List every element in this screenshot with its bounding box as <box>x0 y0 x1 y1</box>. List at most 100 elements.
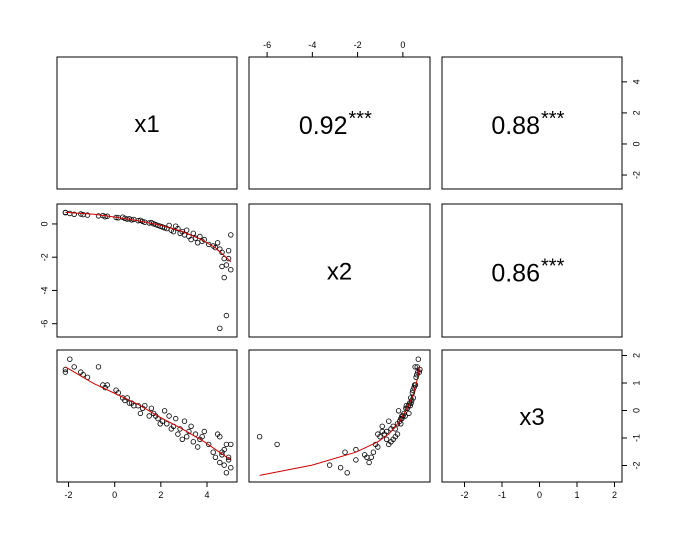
x3_vs_x1-point-53 <box>217 459 223 466</box>
x3_vs_x2-point-17 <box>406 400 413 406</box>
x2-left-axis-tick-label-2: -2 <box>39 253 49 261</box>
x2_vs_x1-point-45 <box>194 240 201 246</box>
x2_vs_x1-point-62 <box>223 312 230 319</box>
x3_vs_x1-point-62 <box>223 441 230 448</box>
x3_vs_x1-point-35 <box>172 415 179 422</box>
x2_vs_x1-point-52 <box>214 240 221 246</box>
x2_vs_x1-point-58 <box>228 232 234 238</box>
x3_vs_x2-point-57 <box>353 457 359 463</box>
x3-bottom-axis-tick-label-1: -1 <box>498 490 506 500</box>
significance-stars-1: *** <box>541 108 565 130</box>
x3_vs_x2-point-30 <box>395 408 402 414</box>
x3_vs_x1-point-48 <box>201 428 207 435</box>
x3_vs_x2-point-3 <box>414 364 420 370</box>
x3_vs_x2-point-61 <box>256 434 263 440</box>
correlation-value-2: 0.86 <box>491 260 540 288</box>
x3_vs_x2-point-64 <box>364 454 370 460</box>
x3_vs_x2-point-10 <box>411 382 418 388</box>
x3_vs_x1-point-2 <box>67 356 73 362</box>
correlation-value-0: 0.92 <box>299 112 348 140</box>
x3_vs_x1-point-43 <box>190 439 196 445</box>
panel-frame-r0-c2 <box>441 56 623 190</box>
x3_vs_x1-point-20 <box>137 410 144 417</box>
x1-right-axis-tick-label-2: 2 <box>631 110 641 115</box>
x3_vs_x1-point-49 <box>205 441 212 448</box>
x3_vs_x1-point-31 <box>164 421 170 427</box>
x2_vs_x1-point-54 <box>219 249 225 255</box>
x2_vs_x1-point-6 <box>84 212 91 218</box>
x3_vs_x1-point-36 <box>175 431 181 437</box>
x3-right-axis-tick-label-3: 1 <box>631 380 641 385</box>
x2_vs_x1-smooth-line <box>65 211 232 263</box>
variable-label-x2: x2 <box>327 259 352 286</box>
x3_vs_x2-point-39 <box>386 418 392 424</box>
x3-right-axis-tick-label-2: 0 <box>631 408 641 413</box>
x3-bottom-axis-tick-label-0: -2 <box>460 490 468 500</box>
x3_vs_x2-point-48 <box>379 428 385 435</box>
significance-stars-2: *** <box>541 256 565 278</box>
x3-bottom-axis-tick-label-3: 1 <box>574 490 579 500</box>
x2_vs_x1-point-40 <box>183 227 190 233</box>
x3_vs_x1-point-39 <box>181 418 188 424</box>
x1-right-axis-tick-label-0: -2 <box>631 171 641 179</box>
x2_vs_x1-point-61 <box>217 325 223 331</box>
x3_vs_x2-point-62 <box>274 441 280 448</box>
x3_vs_x2-point-31 <box>394 421 401 427</box>
x2-top-axis-tick-label-0: -6 <box>263 40 271 50</box>
x3_vs_x2-point-59 <box>337 465 344 471</box>
variable-label-x3: x3 <box>519 404 544 431</box>
x2_vs_x1-point-60 <box>221 274 227 281</box>
x3-right-axis-tick-label-0: -2 <box>631 461 641 469</box>
x2-top-axis-tick-label-2: -2 <box>354 40 362 50</box>
x3_vs_x1-point-32 <box>166 413 172 419</box>
x1-right-axis-tick-label-3: 4 <box>631 79 641 84</box>
x2-left-axis-tick-label-0: -6 <box>39 320 49 328</box>
x1-bottom-axis-tick-label-3: 4 <box>204 490 209 500</box>
panel-frame-r2-c0 <box>56 349 238 483</box>
variable-label-x1: x1 <box>134 111 159 138</box>
x3_vs_x1-point-59 <box>228 465 234 471</box>
panel-frame-r0-c0 <box>56 56 238 190</box>
x3_vs_x2-point-60 <box>326 462 333 468</box>
x3_vs_x1-point-38 <box>179 436 185 442</box>
x3_vs_x1-point-54 <box>219 452 225 458</box>
x3_vs_x1-point-10 <box>104 382 110 388</box>
x3_vs_x2-point-52 <box>375 431 381 437</box>
x3_vs_x2-point-35 <box>398 415 404 422</box>
panel-frame-r1-c2 <box>441 203 623 338</box>
x3_vs_x2-point-21 <box>404 405 411 411</box>
x3_vs_x2-point-53 <box>366 459 372 466</box>
x3_vs_x1-point-61 <box>217 434 223 440</box>
x3_vs_x1-point-7 <box>95 364 102 370</box>
x3_vs_x2-point-28 <box>398 421 404 427</box>
x2-left-axis-tick-label-3: 0 <box>39 221 49 226</box>
x2_vs_x1-point-3 <box>71 211 77 217</box>
x3_vs_x2-point-63 <box>342 449 348 455</box>
x2-top-axis-tick-label-1: -4 <box>308 40 316 50</box>
x2_vs_x1-point-49 <box>205 241 212 248</box>
x2_vs_x1-point-9 <box>102 213 108 220</box>
x3_vs_x2-point-46 <box>383 436 390 442</box>
x3_vs_x2-point-42 <box>379 423 385 429</box>
x3_vs_x1-point-3 <box>71 364 77 370</box>
x3_vs_x2-point-11 <box>410 387 416 393</box>
x3_vs_x1-smooth-line <box>65 366 232 461</box>
x1-bottom-axis-tick-label-2: 2 <box>158 490 163 500</box>
x1-bottom-axis-tick-label-0: -2 <box>65 490 73 500</box>
x2_vs_x1-point-64 <box>225 247 232 254</box>
x3_vs_x1-point-24 <box>148 405 155 411</box>
x1-bottom-axis-tick-label-1: 0 <box>112 490 117 500</box>
x3_vs_x1-point-51 <box>212 454 219 460</box>
x3_vs_x2-point-12 <box>409 390 416 396</box>
x3_vs_x2-point-40 <box>392 434 398 440</box>
x3_vs_x1-point-50 <box>210 449 216 455</box>
x3_vs_x1-point-56 <box>223 470 230 476</box>
x3_vs_x1-point-60 <box>221 462 227 468</box>
x3_vs_x2-point-7 <box>412 364 418 370</box>
x3_vs_x1-point-30 <box>161 408 168 414</box>
x2_vs_x1-point-56 <box>223 262 230 268</box>
x3_vs_x2-smooth-line <box>259 366 420 476</box>
x2-top-axis-tick-label-3: 0 <box>400 40 405 50</box>
